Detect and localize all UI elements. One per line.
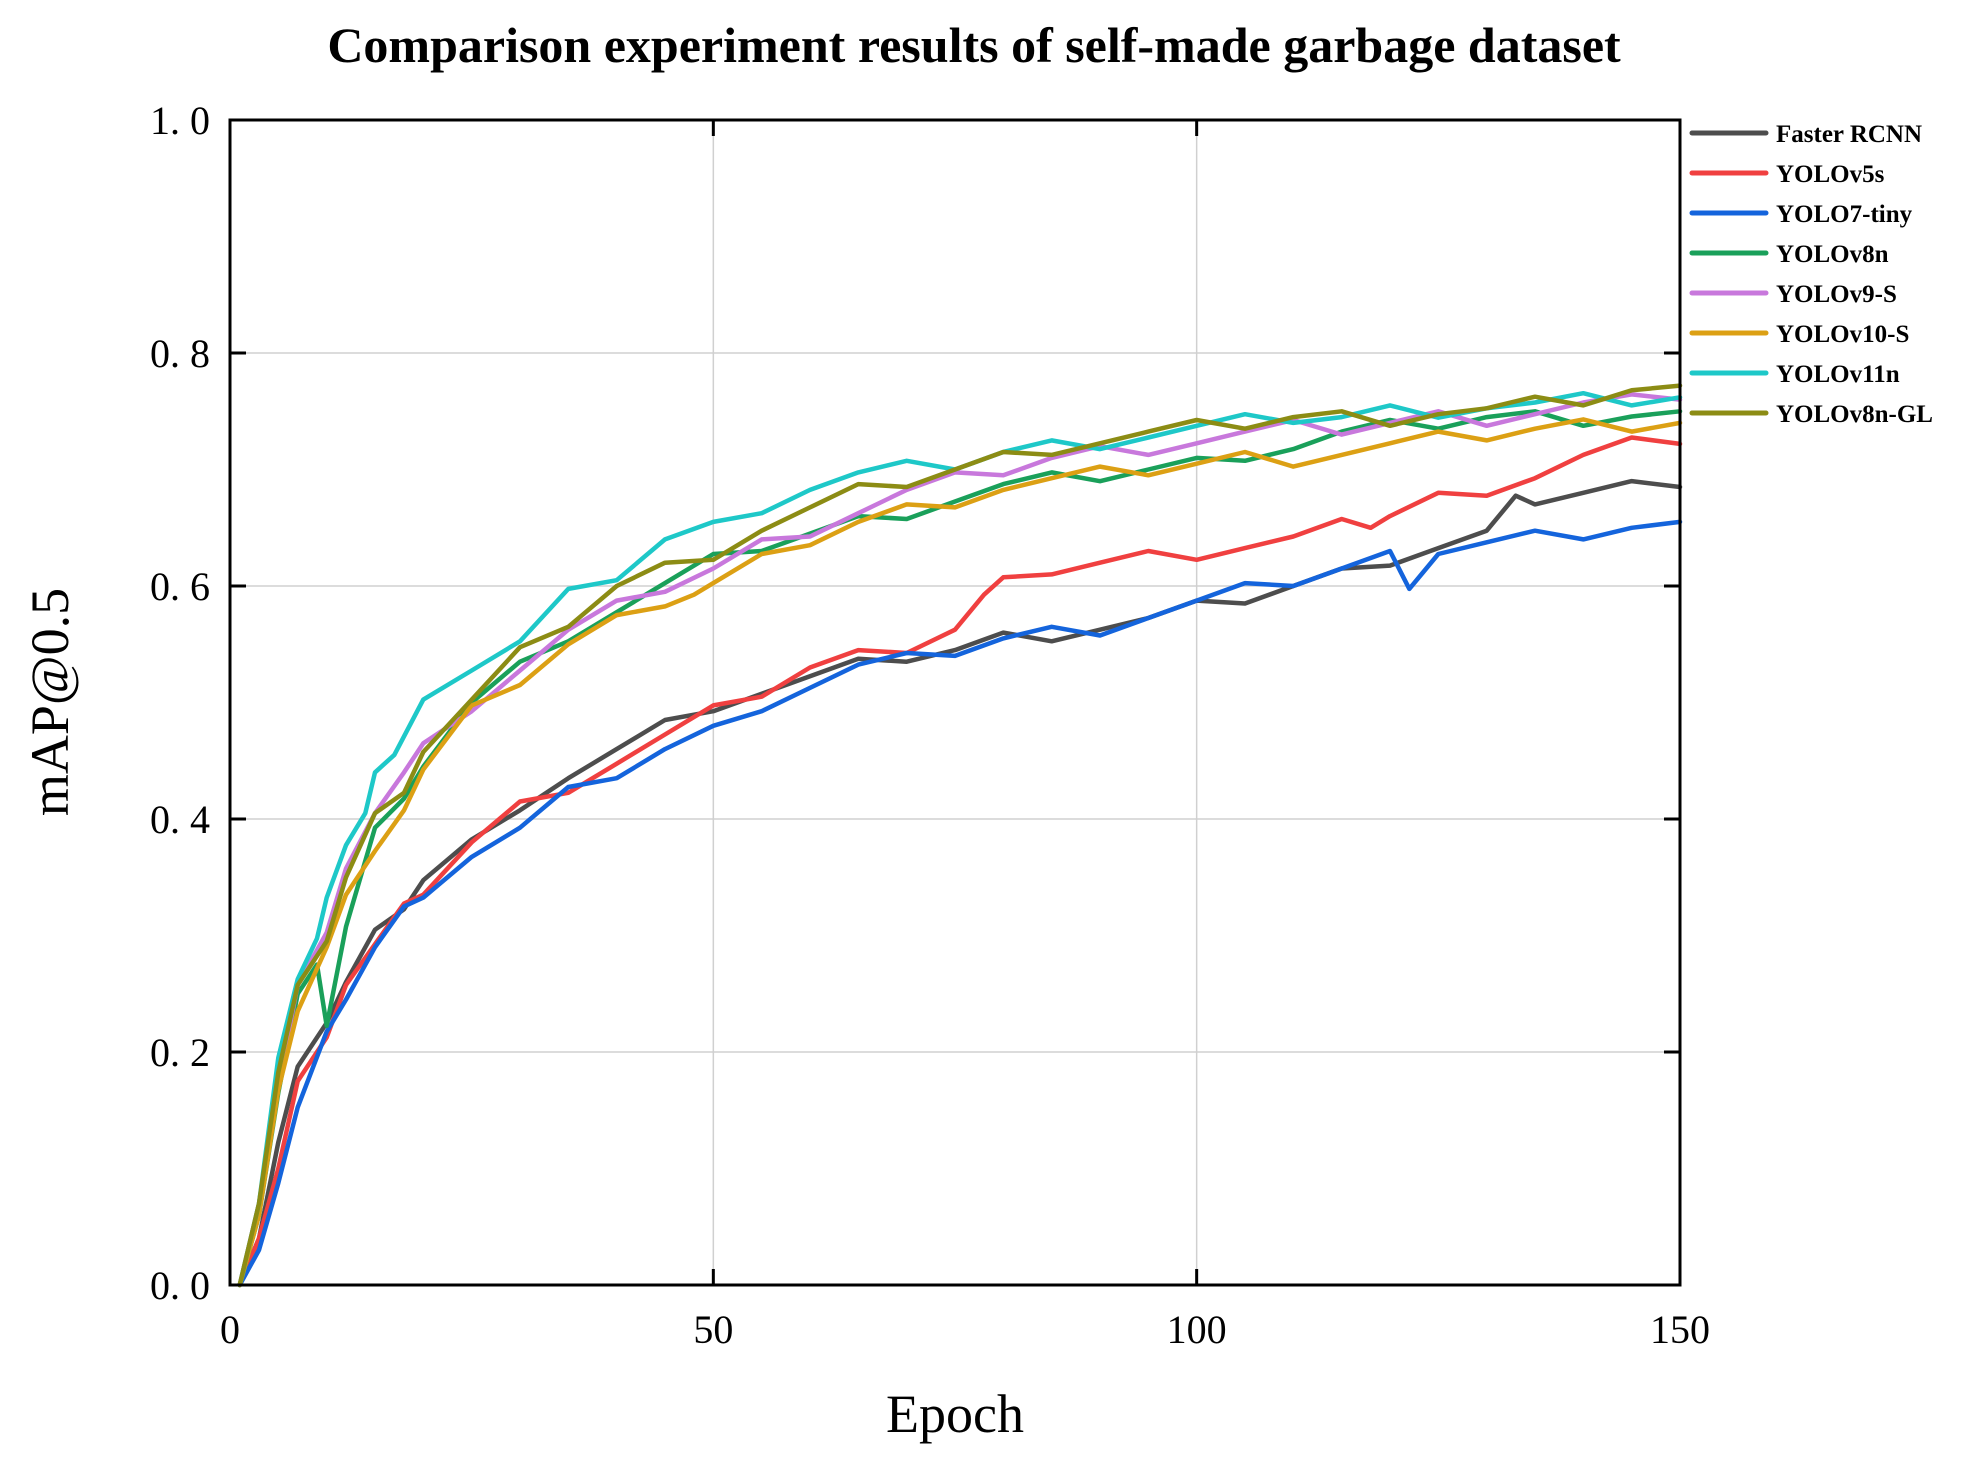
legend-label: YOLOv11n xyxy=(1776,361,1900,388)
x-axis-label: Epoch xyxy=(886,1384,1024,1444)
plot-frame xyxy=(228,118,1682,1287)
series-line-yolov11n xyxy=(237,390,1683,1288)
y-tick-label: 0. 4 xyxy=(150,797,210,842)
axis-ticks: 0 50 100 150 0. 0 0. 2 0. 4 0. 6 0. 8 1. 0 xyxy=(150,98,1710,1352)
y-tick-label: 0. 2 xyxy=(150,1030,210,1075)
legend-label: YOLOv9-S xyxy=(1776,281,1897,308)
x-tick-label: 100 xyxy=(1167,1307,1227,1352)
series-line-yolo7-tiny xyxy=(237,519,1683,1288)
series-line-faster-rcnn xyxy=(237,478,1683,1288)
series-line-yolov9-s xyxy=(237,392,1683,1288)
x-tick-label: 50 xyxy=(693,1307,733,1352)
legend-label: YOLOv10-S xyxy=(1776,321,1909,348)
x-tick-label: 0 xyxy=(220,1307,240,1352)
series-line-yolov8n xyxy=(237,409,1683,1288)
x-tick-label: 150 xyxy=(1650,1307,1710,1352)
legend-label: YOLOv8n xyxy=(1776,241,1889,268)
series-line-yolov10-s xyxy=(237,417,1683,1288)
series-lines xyxy=(237,383,1683,1288)
series-line-yolov8n-gl xyxy=(237,383,1683,1288)
series-line-yolov5s xyxy=(237,435,1683,1288)
grid xyxy=(230,120,1680,1285)
y-tick-label: 0. 8 xyxy=(150,331,210,376)
y-tick-label: 0. 6 xyxy=(150,564,210,609)
legend: Faster RCNN YOLOv5s YOLO7-tiny YOLOv8n YOLOv… xyxy=(1689,121,1933,428)
y-tick-label: 0. 0 xyxy=(150,1263,210,1308)
legend-label: YOLOv5s xyxy=(1776,161,1885,188)
legend-label: Faster RCNN xyxy=(1776,121,1922,148)
legend-label: YOLOv8n-GL xyxy=(1776,401,1933,428)
y-axis-label: mAP@0.5 xyxy=(20,588,80,816)
chart-title: Comparison experiment results of self-ma… xyxy=(327,17,1621,73)
legend-label: YOLO7-tiny xyxy=(1776,201,1913,228)
y-tick-label: 1. 0 xyxy=(150,98,210,143)
